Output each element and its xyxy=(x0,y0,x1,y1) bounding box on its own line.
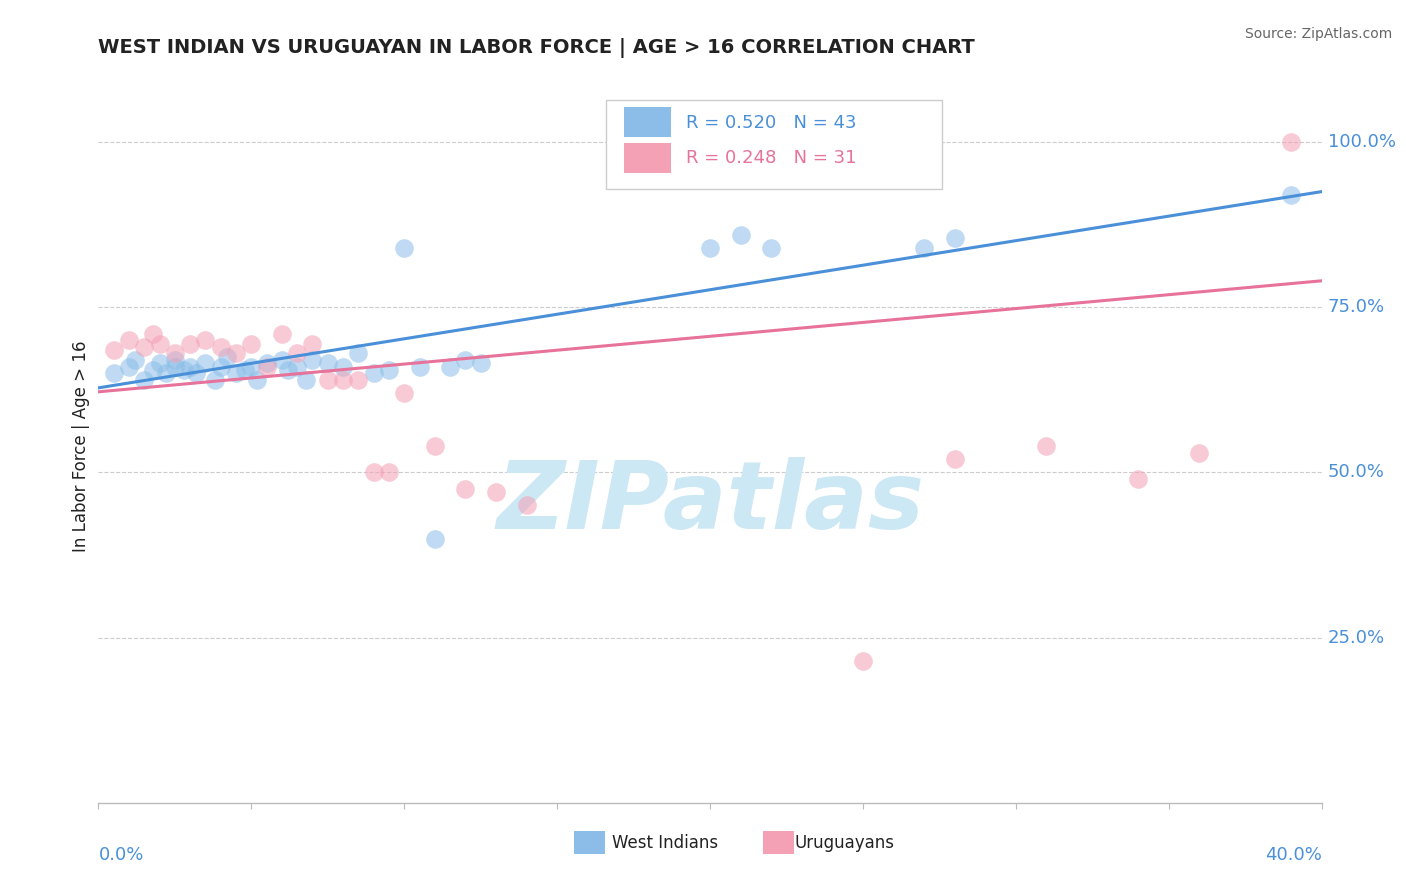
Text: ZIPatlas: ZIPatlas xyxy=(496,457,924,549)
Text: 100.0%: 100.0% xyxy=(1327,133,1396,151)
Point xyxy=(363,466,385,480)
Point xyxy=(204,373,226,387)
Point xyxy=(256,359,278,374)
Point xyxy=(347,346,370,360)
Point xyxy=(485,485,508,500)
Text: West Indians: West Indians xyxy=(612,834,717,852)
Point xyxy=(209,359,232,374)
Point xyxy=(1035,439,1057,453)
Point xyxy=(301,353,323,368)
Bar xyxy=(624,143,671,173)
Point xyxy=(912,241,935,255)
Point xyxy=(470,356,492,370)
Point xyxy=(179,359,201,374)
Point xyxy=(943,452,966,467)
Point xyxy=(454,482,477,496)
Point xyxy=(240,359,263,374)
Point xyxy=(118,333,141,347)
Point xyxy=(179,336,201,351)
Point xyxy=(163,346,186,360)
Point xyxy=(149,336,172,351)
Point xyxy=(1128,472,1150,486)
Point xyxy=(699,241,721,255)
Point xyxy=(439,359,461,374)
Point xyxy=(163,353,186,368)
Point xyxy=(730,227,752,242)
Point xyxy=(256,356,278,370)
Point xyxy=(186,367,208,381)
Point xyxy=(134,340,156,354)
Point xyxy=(163,359,186,374)
Point xyxy=(378,466,401,480)
Point xyxy=(316,356,339,370)
Point xyxy=(209,340,232,354)
Point xyxy=(118,359,141,374)
Point xyxy=(363,367,385,381)
Point xyxy=(149,356,172,370)
Bar xyxy=(624,107,671,137)
Point xyxy=(454,353,477,368)
Point xyxy=(215,350,238,364)
Point xyxy=(408,359,430,374)
Text: R = 0.248   N = 31: R = 0.248 N = 31 xyxy=(686,150,856,168)
Text: WEST INDIAN VS URUGUAYAN IN LABOR FORCE | AGE > 16 CORRELATION CHART: WEST INDIAN VS URUGUAYAN IN LABOR FORCE … xyxy=(98,38,976,58)
Text: Source: ZipAtlas.com: Source: ZipAtlas.com xyxy=(1244,27,1392,41)
Point xyxy=(285,359,308,374)
Point xyxy=(1279,135,1302,149)
Point xyxy=(155,367,177,381)
Text: Uruguayans: Uruguayans xyxy=(794,834,894,852)
Point xyxy=(301,336,323,351)
Point xyxy=(142,326,165,341)
Point xyxy=(852,654,875,668)
Point xyxy=(124,353,146,368)
Point xyxy=(332,373,354,387)
Point xyxy=(347,373,370,387)
Point xyxy=(423,439,446,453)
Point xyxy=(285,346,308,360)
Point xyxy=(392,241,416,255)
Point xyxy=(240,336,263,351)
Point xyxy=(142,363,165,377)
Point xyxy=(225,367,247,381)
Text: 75.0%: 75.0% xyxy=(1327,298,1385,317)
Text: R = 0.520   N = 43: R = 0.520 N = 43 xyxy=(686,114,856,132)
Point xyxy=(277,363,299,377)
Y-axis label: In Labor Force | Age > 16: In Labor Force | Age > 16 xyxy=(72,340,90,552)
Point xyxy=(173,363,195,377)
Point xyxy=(943,231,966,245)
Point xyxy=(134,373,156,387)
Point xyxy=(194,333,217,347)
Point xyxy=(270,353,292,368)
Point xyxy=(1279,188,1302,202)
Point xyxy=(103,343,125,358)
Point xyxy=(423,532,446,546)
Point xyxy=(246,373,269,387)
Point xyxy=(316,373,339,387)
Text: 50.0%: 50.0% xyxy=(1327,464,1385,482)
Point xyxy=(233,363,256,377)
Point xyxy=(103,367,125,381)
Point xyxy=(194,356,217,370)
Point xyxy=(516,499,538,513)
Point xyxy=(1188,445,1211,459)
FancyBboxPatch shape xyxy=(606,100,942,189)
Point xyxy=(270,326,292,341)
Point xyxy=(392,386,416,401)
Point xyxy=(332,359,354,374)
Text: 0.0%: 0.0% xyxy=(98,846,143,863)
Text: 40.0%: 40.0% xyxy=(1265,846,1322,863)
Point xyxy=(378,363,401,377)
Text: 25.0%: 25.0% xyxy=(1327,629,1385,647)
Point xyxy=(759,241,782,255)
Point xyxy=(295,373,318,387)
Point xyxy=(225,346,247,360)
